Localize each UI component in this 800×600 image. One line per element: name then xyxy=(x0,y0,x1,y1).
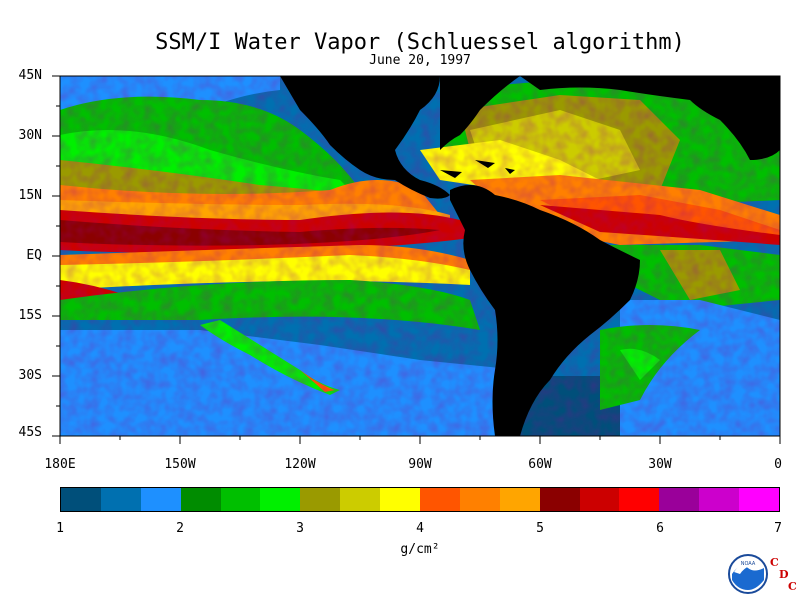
lon-label-60w: 60W xyxy=(528,457,552,472)
colorbar-tick-4: 4 xyxy=(416,521,424,536)
colorbar-swatch-2 xyxy=(100,488,141,511)
lat-label-15n: 15N xyxy=(18,188,42,203)
colorbar-swatch-5 xyxy=(220,488,261,511)
colorbar-swatch-10 xyxy=(420,488,460,511)
colorbar-swatch-18 xyxy=(739,488,780,511)
noaa-logo-text: NOAA xyxy=(741,561,756,567)
colorbar-swatch-4 xyxy=(180,488,221,511)
colorbar-swatch-8 xyxy=(340,488,381,511)
lat-label-15s: 15S xyxy=(18,308,42,323)
colorbar-tick-7: 7 xyxy=(774,521,782,536)
colorbar-swatch-6 xyxy=(260,488,301,511)
map-date: June 20, 1997 xyxy=(369,53,471,68)
colorbar-tick-6: 6 xyxy=(656,521,664,536)
colorbar-tick-1: 1 xyxy=(56,521,64,536)
lat-label-30s: 30S xyxy=(18,368,42,383)
colorbar-swatch-7 xyxy=(300,488,341,511)
lon-label-0: 0 xyxy=(774,457,782,472)
colorbar-units: g/cm² xyxy=(400,542,440,557)
cdc-letter-c1: C xyxy=(770,556,779,569)
lon-label-150w: 150W xyxy=(164,457,196,472)
map-title: SSM/I Water Vapor (Schluessel algorithm) xyxy=(155,30,685,55)
lat-label-30n: 30N xyxy=(18,128,42,143)
lon-label-120w: 120W xyxy=(284,457,316,472)
colorbar-swatch-9 xyxy=(380,488,421,511)
colorbar-swatch-16 xyxy=(659,488,700,511)
noaa-logo-icon: NOAA xyxy=(728,554,768,594)
cdc-letter-c2: C xyxy=(788,580,797,593)
lon-label-30w: 30W xyxy=(648,457,672,472)
colorbar xyxy=(60,487,780,512)
colorbar-tick-3: 3 xyxy=(296,521,304,536)
colorbar-swatch-11 xyxy=(459,488,500,511)
colorbar-swatch-1 xyxy=(61,488,101,511)
colorbar-swatch-3 xyxy=(140,488,181,511)
lat-label-45n: 45N xyxy=(18,68,42,83)
colorbar-tick-5: 5 xyxy=(536,521,544,536)
lat-label-eq: EQ xyxy=(26,248,42,263)
cdc-letter-d: D xyxy=(779,568,789,581)
lat-label-45s: 45S xyxy=(18,425,42,440)
colorbar-tick-2: 2 xyxy=(176,521,184,536)
colorbar-swatch-15 xyxy=(619,488,660,511)
colorbar-swatch-12 xyxy=(499,488,540,511)
colorbar-swatch-17 xyxy=(699,488,740,511)
colorbar-swatch-13 xyxy=(539,488,580,511)
colorbar-swatch-14 xyxy=(579,488,620,511)
lon-label-90w: 90W xyxy=(408,457,432,472)
lon-label-180e: 180E xyxy=(44,457,76,472)
